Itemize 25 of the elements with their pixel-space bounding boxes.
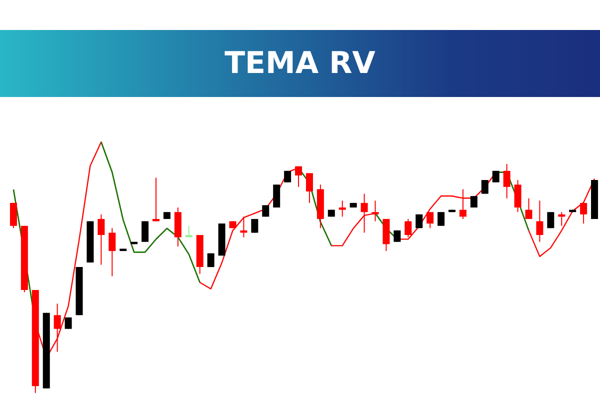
candlestick (503, 164, 510, 199)
candlestick (525, 198, 532, 220)
candlestick (536, 200, 544, 242)
candlestick (459, 188, 466, 220)
candlestick (438, 212, 445, 226)
candlestick (404, 218, 412, 238)
candlestick (185, 225, 192, 238)
candlestick (152, 177, 160, 222)
candlestick (514, 180, 522, 213)
candlestick (142, 220, 149, 242)
candlestick (273, 184, 280, 208)
candlestick (481, 180, 488, 194)
candlestick (372, 200, 379, 222)
candlestick (10, 202, 17, 229)
candlestick (54, 303, 61, 352)
candlestick (306, 172, 313, 204)
candlestick (338, 200, 346, 218)
candlestick (108, 228, 116, 277)
candlestick (295, 166, 302, 188)
candlestick (547, 212, 554, 229)
candlestick (426, 212, 434, 229)
candlestick (360, 193, 368, 234)
chart-title: TEMA RV (224, 46, 376, 81)
candlestick (98, 214, 105, 266)
candlestick (580, 202, 588, 224)
